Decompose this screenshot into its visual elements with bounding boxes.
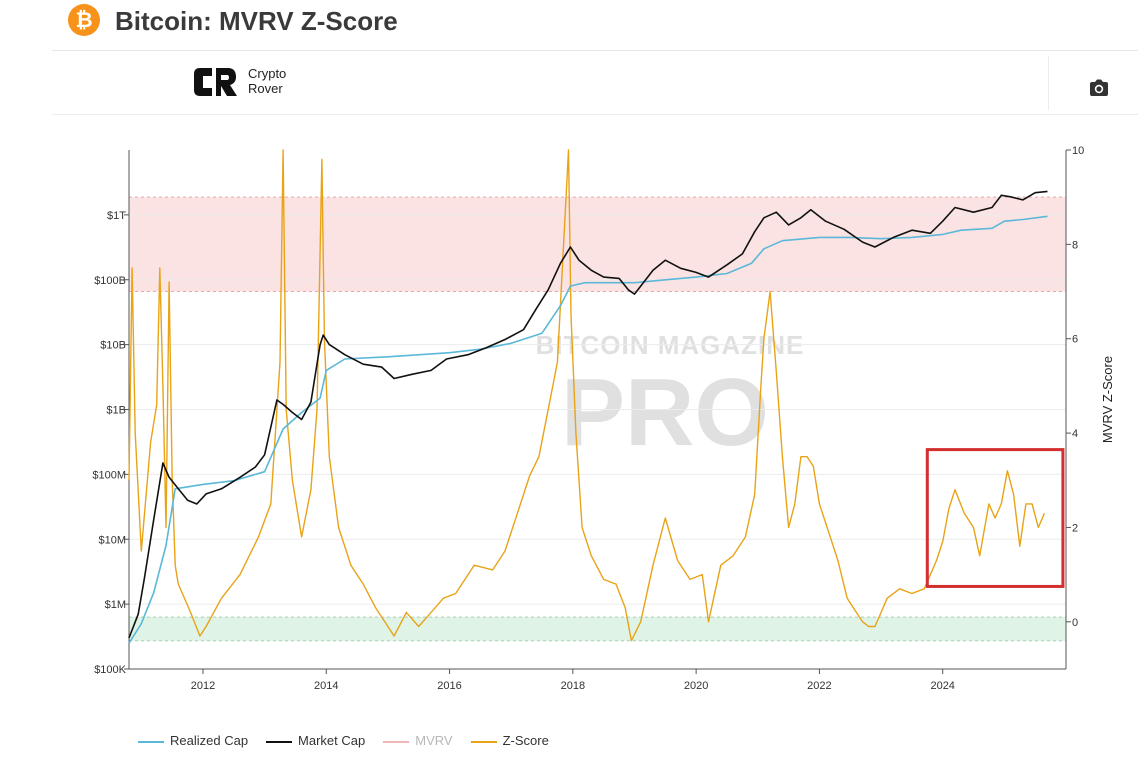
right-axis-title: MVRV Z-Score xyxy=(1100,356,1115,443)
left-tick-label: $1M xyxy=(105,599,126,611)
left-tick-label: $100M xyxy=(92,469,126,481)
x-tick-label: 2012 xyxy=(191,680,215,692)
page-header: ₿ Bitcoin: MVRV Z-Score xyxy=(0,0,1138,48)
right-tick-label: 6 xyxy=(1072,334,1078,346)
left-axis-ticks: $100K $1M $10M $100M $1B $10B $100B $1T xyxy=(92,210,129,676)
bitcoin-icon: ₿ xyxy=(68,4,100,36)
left-tick-label: $1B xyxy=(106,405,126,417)
highlight-box xyxy=(925,448,1065,588)
legend-item-z-score[interactable]: Z-Score xyxy=(470,733,549,748)
x-tick-label: 2024 xyxy=(930,680,954,692)
realized-cap-line xyxy=(128,215,1048,644)
legend-label: MVRV xyxy=(415,733,453,748)
right-tick-label: 10 xyxy=(1072,145,1084,157)
page-title: Bitcoin: MVRV Z-Score xyxy=(115,6,398,36)
legend-swatch xyxy=(470,740,497,743)
left-tick-label: $100B xyxy=(94,275,126,287)
green-zone-band xyxy=(129,617,1066,641)
toolbar-divider xyxy=(1048,56,1049,110)
logo-wordmark: Crypto Rover xyxy=(248,66,286,96)
z-score-line xyxy=(128,149,1046,642)
right-axis-ticks: 10 8 6 4 2 0 xyxy=(1066,145,1084,629)
legend-label: Z-Score xyxy=(502,733,549,748)
x-tick-label: 2016 xyxy=(437,680,461,692)
legend-item-realized-cap[interactable]: Realized Cap xyxy=(138,733,248,748)
zone-bands xyxy=(129,196,1066,642)
legend: Realized Cap Market Cap MVRV Z-Score xyxy=(138,733,567,751)
legend-label: Realized Cap xyxy=(170,733,249,748)
x-tick-label: 2018 xyxy=(561,680,585,692)
left-tick-label: $10B xyxy=(100,340,126,352)
chart-toolbar: Crypto Rover xyxy=(52,52,1138,115)
left-tick-label: $10M xyxy=(98,534,126,546)
x-axis-ticks: 2012 2014 2016 2018 2020 2022 2024 xyxy=(191,669,955,692)
right-tick-label: 4 xyxy=(1072,428,1078,440)
x-tick-label: 2014 xyxy=(314,680,338,692)
camera-icon[interactable] xyxy=(1088,78,1110,98)
red-zone-band xyxy=(129,197,1066,292)
legend-item-market-cap[interactable]: Market Cap xyxy=(266,733,365,748)
legend-swatch xyxy=(138,740,164,743)
x-tick-label: 2020 xyxy=(684,680,708,692)
legend-item-mvrv[interactable]: MVRV xyxy=(383,733,453,748)
right-tick-label: 2 xyxy=(1072,522,1078,534)
header-divider xyxy=(52,50,1138,51)
series-lines xyxy=(128,149,1048,644)
legend-swatch xyxy=(266,740,293,743)
left-tick-label: $1T xyxy=(107,210,126,222)
crypto-rover-logo-icon xyxy=(194,68,237,96)
right-tick-label: 0 xyxy=(1072,617,1078,629)
legend-swatch xyxy=(383,740,410,743)
watermark-line-2: PRO xyxy=(561,359,769,466)
x-tick-label: 2022 xyxy=(807,680,831,692)
left-tick-label: $100K xyxy=(94,664,126,676)
market-cap-line xyxy=(128,190,1048,639)
watermark: BITCOIN MAGAZINE PRO xyxy=(536,330,804,466)
legend-label: Market Cap xyxy=(298,733,366,748)
logo-line-2: Rover xyxy=(248,81,283,96)
right-tick-label: 8 xyxy=(1072,239,1078,251)
logo-line-1: Crypto xyxy=(248,66,287,81)
